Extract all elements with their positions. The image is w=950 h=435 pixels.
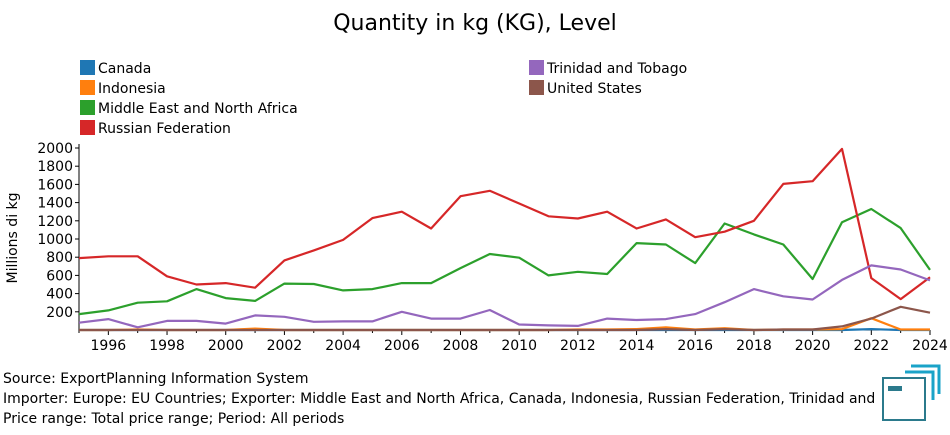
legend-label: Canada [98, 61, 151, 77]
x-tick-label: 2022 [853, 338, 889, 354]
x-tick-label: 2010 [501, 338, 537, 354]
footer-source: Source: ExportPlanning Information Syste… [3, 371, 309, 387]
y-tick-label: 1600 [37, 177, 73, 193]
y-tick-label: 200 [46, 305, 73, 321]
x-tick-label: 2018 [736, 338, 772, 354]
legend-item: United States [529, 80, 642, 97]
x-tick-label: 2012 [560, 338, 596, 354]
x-tick-label: 2020 [795, 338, 831, 354]
legend-item: Middle East and North Africa [80, 100, 298, 117]
legend-swatch [80, 120, 95, 135]
axes: 200 400 600 800 1000 1200 1400 1600 1800 2000 1996… [37, 141, 948, 354]
footer-importer: Importer: Europe: EU Countries; Exporter… [3, 391, 876, 407]
x-tick-label: 2002 [267, 338, 303, 354]
x-tick-label: 2016 [677, 338, 713, 354]
y-axis-label: Millions di kg [5, 192, 21, 283]
legend-swatch [80, 60, 95, 75]
x-tick-label: 1996 [91, 338, 127, 354]
y-tick-label: 400 [46, 287, 73, 303]
legend-swatch [80, 80, 95, 95]
legend-item: Canada [80, 60, 151, 77]
y-tick-label: 800 [46, 250, 73, 266]
series-line [79, 317, 930, 332]
y-tick-label: 1000 [37, 232, 73, 248]
x-tick-label: 2004 [325, 338, 361, 354]
y-tick-label: 2000 [37, 141, 73, 157]
chart-title: Quantity in kg (KG), Level [333, 11, 617, 36]
x-tick-label: 2008 [443, 338, 479, 354]
legend-label: Russian Federation [98, 121, 231, 137]
y-tick-label: 1200 [37, 214, 73, 230]
legend-label: Trinidad and Tobago [546, 61, 687, 77]
legend-item: Trinidad and Tobago [529, 60, 687, 77]
x-tick-label: 2024 [912, 338, 948, 354]
legend-label: Indonesia [98, 81, 166, 97]
legend-swatch [529, 60, 544, 75]
footer-price-range: Price range: Total price range; Period: … [3, 411, 345, 427]
x-tick-label: 1998 [149, 338, 185, 354]
legend-item: Indonesia [80, 80, 166, 97]
exportplanning-logo-icon [882, 364, 941, 421]
y-tick-label: 1800 [37, 159, 73, 175]
x-tick-label: 2006 [384, 338, 420, 354]
legend: Canada Indonesia Middle East and North Afr… [80, 60, 687, 137]
x-tick-label: 2000 [208, 338, 244, 354]
legend-label: United States [547, 81, 642, 97]
legend-swatch [80, 100, 95, 115]
legend-swatch [529, 80, 544, 95]
y-tick-label: 600 [46, 268, 73, 284]
legend-item: Russian Federation [80, 120, 231, 137]
x-tick-label: 2014 [619, 338, 655, 354]
series-line [78, 264, 931, 329]
series-line [78, 207, 931, 316]
series-line [78, 147, 931, 301]
series-lines [78, 147, 931, 332]
series-line [79, 305, 931, 332]
legend-label: Middle East and North Africa [98, 101, 298, 117]
y-tick-label: 1400 [37, 196, 73, 212]
